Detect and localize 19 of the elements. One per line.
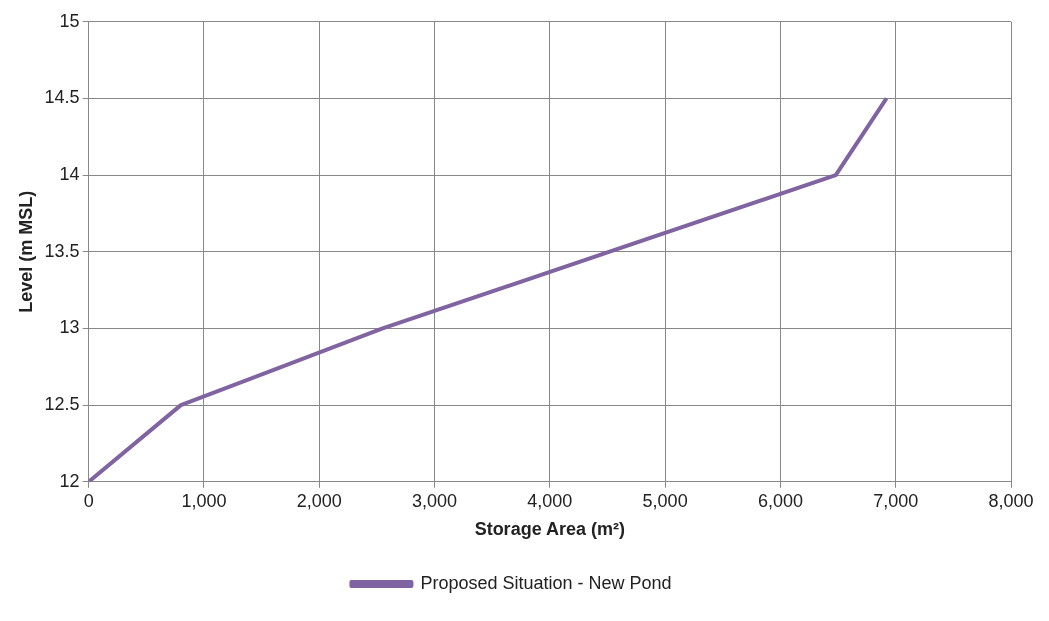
y-tick-label: 12 <box>59 470 80 491</box>
legend-label: Proposed Situation - New Pond <box>420 572 672 593</box>
x-axis-title: Storage Area (m²) <box>474 519 625 540</box>
y-tick-label: 13 <box>59 317 80 338</box>
x-tick-label: 3,000 <box>412 490 458 511</box>
y-tick-label: 15 <box>59 10 80 31</box>
x-tick-label: 0 <box>83 490 94 511</box>
x-tick-label: 6,000 <box>757 490 803 511</box>
x-tick-label: 4,000 <box>527 490 573 511</box>
x-tick-label: 1,000 <box>181 490 227 511</box>
x-tick-label: 8,000 <box>988 490 1034 511</box>
x-tick-label: 2,000 <box>296 490 342 511</box>
y-axis-title: Level (m MSL) <box>15 190 36 313</box>
x-tick-label: 5,000 <box>642 490 688 511</box>
y-tick-label: 13.5 <box>44 240 80 261</box>
y-tick-label: 12.5 <box>44 394 80 415</box>
y-tick-label: 14 <box>59 164 80 185</box>
y-tick-label: 14.5 <box>44 87 80 108</box>
x-tick-label: 7,000 <box>873 490 919 511</box>
